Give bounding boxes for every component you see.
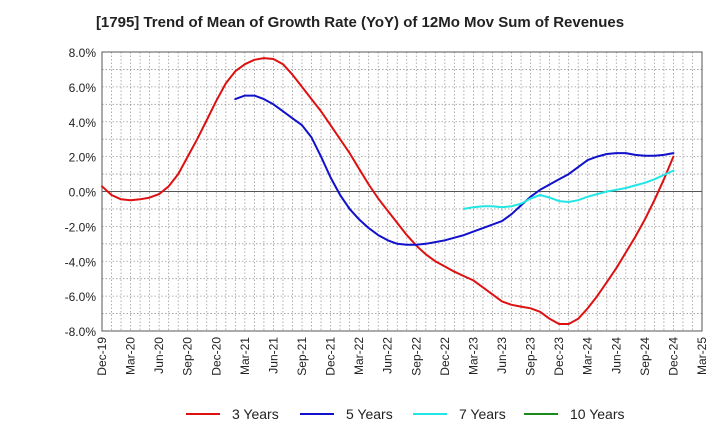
x-tick-label: Mar-20	[124, 337, 138, 375]
x-tick-label: Jun-23	[495, 337, 509, 374]
x-tick-label: Sep-23	[524, 337, 538, 376]
plot-border	[101, 51, 703, 332]
legend-swatch-5-years	[300, 413, 334, 415]
x-tick-label: Mar-23	[466, 337, 480, 375]
legend-label-10-years: 10 Years	[570, 406, 625, 422]
legend-swatch-10-years	[524, 413, 558, 415]
x-tick-label: Jun-22	[381, 337, 395, 374]
x-tick-label: Sep-21	[295, 337, 309, 376]
x-tick-label: Dec-19	[95, 337, 109, 376]
legend-swatch-7-years	[413, 413, 447, 415]
x-tick-label: Dec-24	[666, 337, 680, 376]
legend-swatch-3-years	[186, 413, 220, 415]
legend-item-10-years: 10 Years	[524, 404, 625, 424]
x-tick-label: Dec-21	[324, 337, 338, 376]
y-tick-label: -2.0%	[65, 220, 97, 234]
y-tick-label: 4.0%	[69, 116, 97, 130]
y-tick-label: 0.0%	[69, 186, 97, 200]
legend-item-5-years: 5 Years	[300, 404, 393, 424]
x-tick-label: Sep-22	[409, 337, 423, 376]
chart-title: [1795] Trend of Mean of Growth Rate (YoY…	[95, 14, 625, 31]
x-tick-label: Jun-24	[609, 337, 623, 374]
chart-legend: 3 Years 5 Years 7 Years 10 Years	[0, 404, 720, 424]
legend-label-7-years: 7 Years	[459, 406, 506, 422]
x-tick-label: Dec-22	[438, 337, 452, 376]
y-tick-label: 8.0%	[69, 46, 97, 60]
x-tick-label: Dec-20	[209, 337, 223, 376]
y-tick-label: -6.0%	[65, 290, 97, 304]
x-tick-label: Sep-20	[181, 337, 195, 376]
y-tick-label: -4.0%	[65, 255, 97, 269]
legend-label-5-years: 5 Years	[346, 406, 393, 422]
x-tick-label: Mar-21	[238, 337, 252, 375]
x-tick-label: Jun-21	[266, 337, 280, 374]
y-tick-label: 2.0%	[69, 151, 97, 165]
legend-label-3-years: 3 Years	[232, 406, 279, 422]
series-line-3-years	[101, 57, 675, 325]
legend-item-7-years: 7 Years	[413, 404, 506, 424]
x-tick-label: Mar-22	[352, 337, 366, 375]
series-line-7-years	[462, 169, 675, 210]
x-tick-label: Dec-23	[552, 337, 566, 376]
y-tick-label: 6.0%	[69, 81, 97, 95]
x-tick-label: Mar-25	[695, 337, 709, 375]
x-tick-label: Mar-24	[581, 337, 595, 375]
x-tick-label: Jun-20	[152, 337, 166, 374]
x-tick-label: Sep-24	[638, 337, 652, 376]
legend-item-3-years: 3 Years	[186, 404, 279, 424]
series-line-5-years	[234, 94, 675, 246]
y-tick-label: -8.0%	[65, 325, 97, 339]
